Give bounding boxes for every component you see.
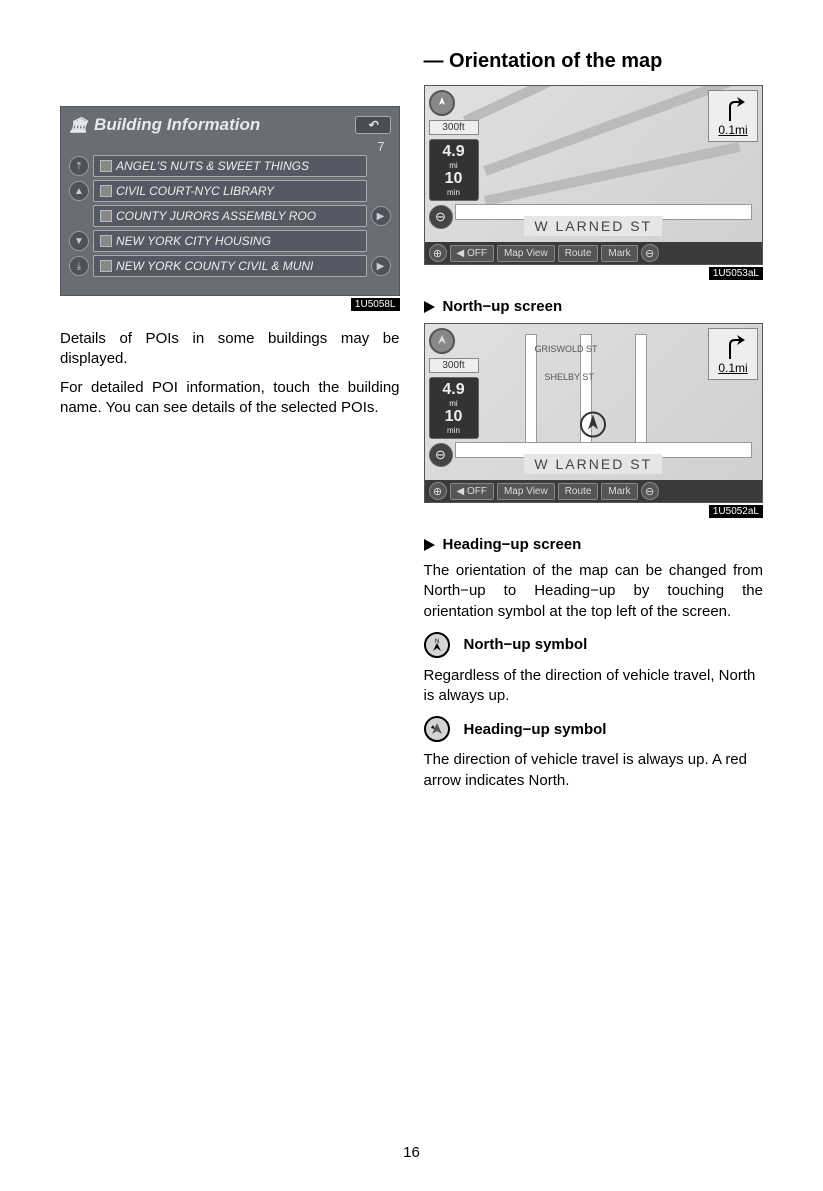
mapview-button[interactable]: Map View xyxy=(497,483,555,500)
list-item-label: ANGEL'S NUTS & SWEET THINGS xyxy=(116,159,309,173)
mapview-button[interactable]: Map View xyxy=(497,245,555,262)
turn-indicator: 0.1mi xyxy=(708,328,758,380)
map-scale: 300ft xyxy=(429,358,479,373)
image-id: 1U5053aL xyxy=(709,267,763,280)
caption: Heading−up screen xyxy=(424,536,764,553)
list-item-label: COUNTY JURORS ASSEMBLY ROO xyxy=(116,209,316,223)
image-id: 1U5052aL xyxy=(709,505,763,518)
triangle-bullet-icon xyxy=(424,301,435,313)
result-count: 7 xyxy=(67,139,393,155)
street-label: GRISWOLD ST xyxy=(535,344,598,354)
off-button[interactable]: ◀ OFF xyxy=(450,483,494,500)
time-value: 10 xyxy=(445,408,463,425)
street-label: SHELBY ST xyxy=(545,372,594,382)
caption: North−up screen xyxy=(424,298,764,315)
turn-distance: 0.1mi xyxy=(713,123,753,137)
list-item[interactable]: COUNTY JURORS ASSEMBLY ROO xyxy=(93,205,367,227)
minus-button[interactable]: ⊖ xyxy=(641,244,659,262)
distance-value: 4.9 xyxy=(442,381,464,398)
compass-headingup-icon[interactable] xyxy=(429,328,455,354)
poi-icon xyxy=(100,260,112,272)
list-item[interactable]: NEW YORK CITY HOUSING xyxy=(93,230,367,252)
mark-button[interactable]: Mark xyxy=(601,483,637,500)
scroll-up-icon[interactable]: ▲ xyxy=(69,181,89,201)
off-label: OFF xyxy=(467,486,487,497)
distance-info: 4.9 mi 10 min xyxy=(429,377,479,439)
route-button[interactable]: Route xyxy=(558,245,599,262)
street-name: W LARNED ST xyxy=(524,454,662,474)
north-up-symbol-icon: N xyxy=(424,632,450,658)
caption-text: Heading−up screen xyxy=(443,536,582,553)
zoom-in-button[interactable]: ⊕ xyxy=(429,244,447,262)
scroll-bottom-icon[interactable]: ⤓ xyxy=(69,256,89,276)
poi-icon xyxy=(100,210,112,222)
body-text: Regardless of the direction of vehicle t… xyxy=(424,666,764,707)
map-screenshot-headingup: GRISWOLD ST SHELBY ST W LARNED ST 300ft … xyxy=(424,323,764,503)
section-title: — Orientation of the map xyxy=(424,50,764,73)
turn-right-icon xyxy=(719,95,747,123)
caption-text: North−up screen xyxy=(443,298,563,315)
body-text: The direction of vehicle travel is alway… xyxy=(424,750,764,791)
body-text: For detailed POI information, touch the … xyxy=(60,378,400,419)
turn-indicator: 0.1mi xyxy=(708,90,758,142)
turn-right-icon xyxy=(719,333,747,361)
street-name: W LARNED ST xyxy=(524,216,662,236)
poi-icon xyxy=(100,160,112,172)
body-text: Details of POIs in some buildings may be… xyxy=(60,329,400,370)
building-info-title: Building Information xyxy=(94,115,260,135)
zoom-in-button[interactable]: ⊕ xyxy=(429,482,447,500)
symbol-row: Heading−up symbol xyxy=(424,716,764,742)
vehicle-cursor-icon xyxy=(578,410,608,445)
time-unit: min xyxy=(434,426,474,435)
turn-distance: 0.1mi xyxy=(713,361,753,375)
distance-info: 4.9 mi 10 min xyxy=(429,139,479,201)
compass-northup-icon[interactable] xyxy=(429,90,455,116)
list-item-label: NEW YORK CITY HOUSING xyxy=(116,234,271,248)
poi-list: ⤒ ANGEL'S NUTS & SWEET THINGS ▶ ▲ CIVIL … xyxy=(67,155,393,277)
scroll-down-icon[interactable]: ▼ xyxy=(69,231,89,251)
list-item-label: CIVIL COURT-NYC LIBRARY xyxy=(116,184,274,198)
back-button[interactable]: ↶ xyxy=(355,116,391,134)
symbol-label: North−up symbol xyxy=(464,636,588,653)
building-icon: 🏛 xyxy=(69,116,88,134)
body-text: The orientation of the map can be change… xyxy=(424,561,764,622)
symbol-row: N North−up symbol xyxy=(424,632,764,658)
building-info-screenshot: 🏛 Building Information ↶ 7 ⤒ ANGEL'S NUT… xyxy=(60,106,400,296)
off-button[interactable]: ◀ OFF xyxy=(450,245,494,262)
distance-unit: mi xyxy=(434,161,474,170)
right-column: — Orientation of the map W LARNED ST 300… xyxy=(424,50,764,799)
map-scale: 300ft xyxy=(429,120,479,135)
detail-arrow-icon[interactable]: ▶ xyxy=(371,256,391,276)
page-number: 16 xyxy=(403,1144,420,1161)
zoom-out-button[interactable]: ⊖ xyxy=(429,205,453,229)
list-item[interactable]: ANGEL'S NUTS & SWEET THINGS xyxy=(93,155,367,177)
detail-arrow-icon[interactable]: ▶ xyxy=(371,206,391,226)
zoom-out-button[interactable]: ⊖ xyxy=(429,443,453,467)
scroll-top-icon[interactable]: ⤒ xyxy=(69,156,89,176)
route-button[interactable]: Route xyxy=(558,483,599,500)
off-label: OFF xyxy=(467,248,487,259)
time-value: 10 xyxy=(445,170,463,187)
left-column: 🏛 Building Information ↶ 7 ⤒ ANGEL'S NUT… xyxy=(60,50,400,799)
poi-icon xyxy=(100,185,112,197)
heading-up-symbol-icon xyxy=(424,716,450,742)
minus-button[interactable]: ⊖ xyxy=(641,482,659,500)
distance-unit: mi xyxy=(434,399,474,408)
list-item-label: NEW YORK COUNTY CIVIL & MUNI xyxy=(116,259,313,273)
image-id: 1U5058L xyxy=(351,298,400,311)
mark-button[interactable]: Mark xyxy=(601,245,637,262)
symbol-label: Heading−up symbol xyxy=(464,721,607,738)
triangle-bullet-icon xyxy=(424,539,435,551)
list-item[interactable]: CIVIL COURT-NYC LIBRARY xyxy=(93,180,367,202)
distance-value: 4.9 xyxy=(442,143,464,160)
poi-icon xyxy=(100,235,112,247)
list-item[interactable]: NEW YORK COUNTY CIVIL & MUNI xyxy=(93,255,367,277)
map-screenshot-northup: W LARNED ST 300ft 4.9 mi 10 min ⊖ 0.1 xyxy=(424,85,764,265)
time-unit: min xyxy=(434,188,474,197)
